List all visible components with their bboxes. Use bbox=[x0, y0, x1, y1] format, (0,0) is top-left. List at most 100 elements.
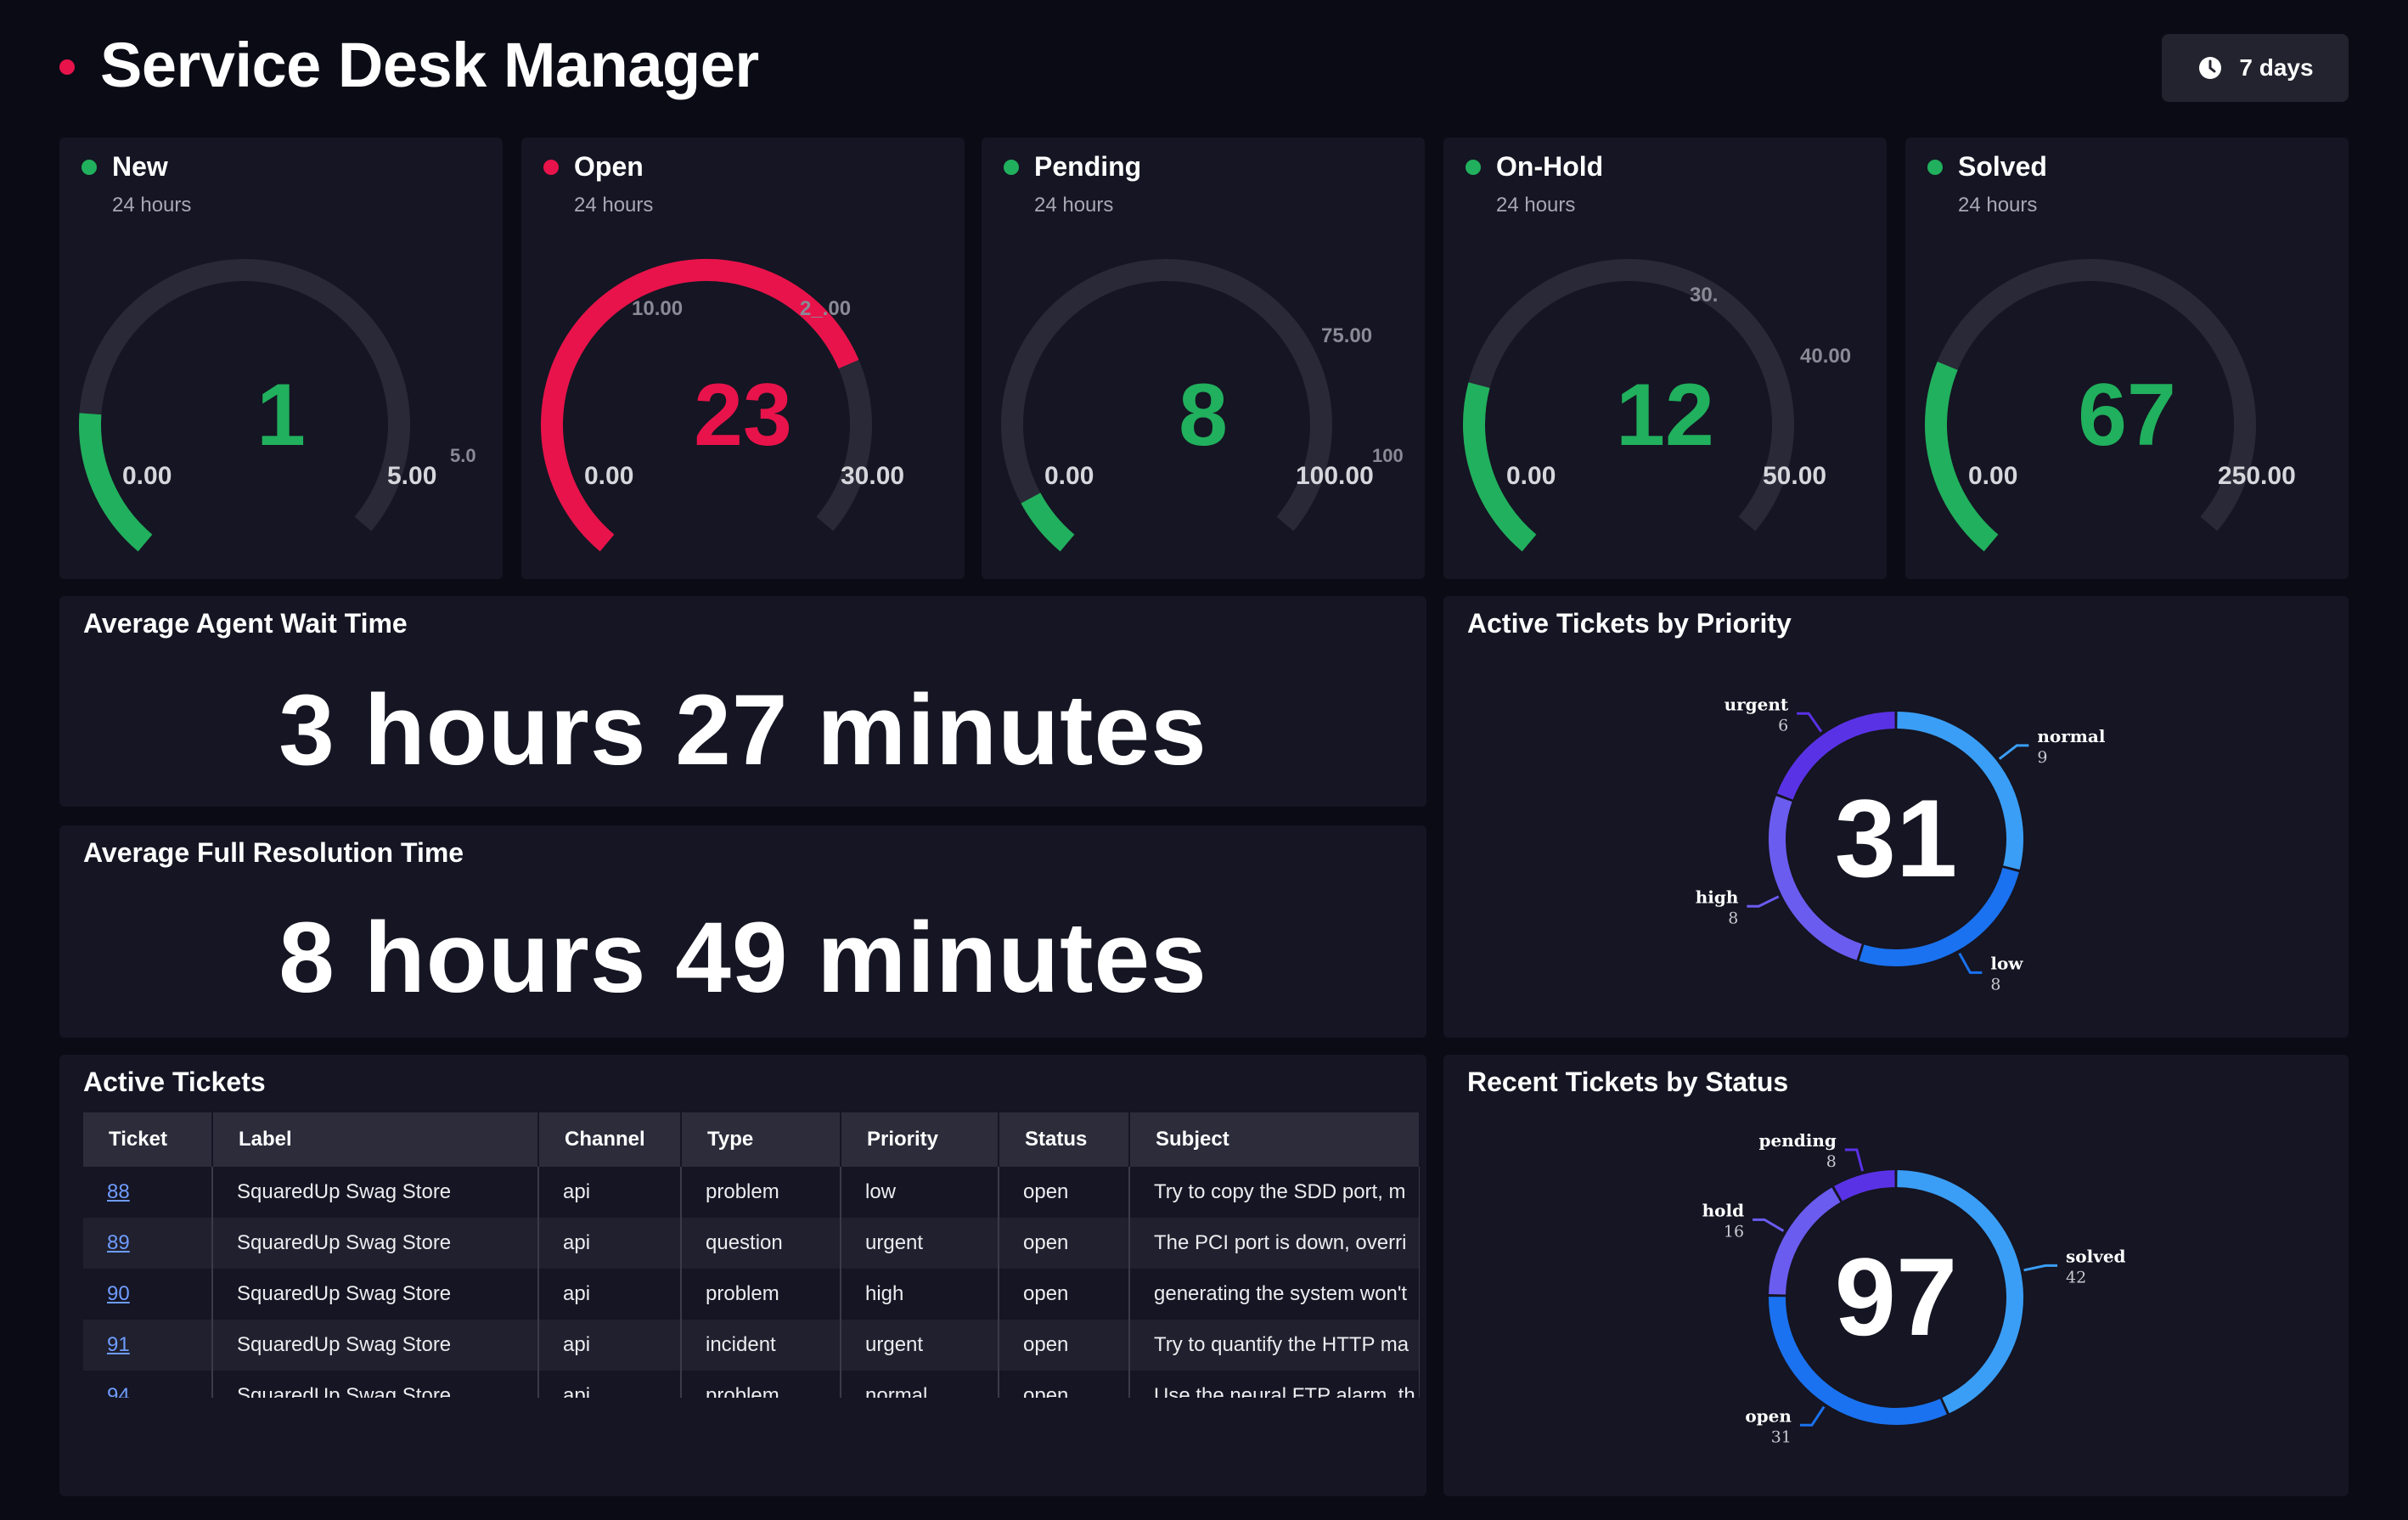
gauge-min-label: 0.00 bbox=[584, 462, 634, 490]
column-header[interactable]: Priority bbox=[841, 1112, 999, 1167]
table-cell: generating the system won't bbox=[1129, 1269, 1420, 1320]
resolution-time-panel[interactable]: Average Full Resolution Time 8 hours 49 … bbox=[59, 825, 1426, 1038]
table-row[interactable]: 89 SquaredUp Swag Store api question urg… bbox=[83, 1218, 1420, 1269]
gauge-fill bbox=[541, 259, 859, 552]
column-header[interactable]: Label bbox=[212, 1112, 539, 1167]
gauge-value: 8 bbox=[1179, 366, 1228, 464]
status-dot bbox=[543, 160, 559, 175]
gauge-fill bbox=[79, 413, 153, 552]
gauge-min-label: 0.00 bbox=[122, 462, 172, 490]
table-cell: problem bbox=[681, 1167, 841, 1218]
active-tickets-panel[interactable]: Active Tickets Ticket Label Channel Type… bbox=[59, 1055, 1426, 1496]
ticket-link[interactable]: 88 bbox=[107, 1180, 130, 1203]
ticket-link[interactable]: 94 bbox=[107, 1384, 130, 1398]
gauge-chart bbox=[79, 259, 410, 552]
gauge-min-label: 0.00 bbox=[1968, 462, 2018, 490]
column-header[interactable]: Channel bbox=[538, 1112, 682, 1167]
wait-time-panel[interactable]: Average Agent Wait Time 3 hours 27 minut… bbox=[59, 596, 1426, 807]
status-donut-panel[interactable]: Recent Tickets by Status solved 42 open 31 h… bbox=[1443, 1055, 2349, 1496]
gauge-panel-on-hold[interactable]: On-Hold 24 hours 30. 40.00 12 0.00 50.00 bbox=[1443, 138, 1887, 579]
gauge-title: New bbox=[112, 151, 168, 182]
gauge-chart bbox=[1463, 259, 1794, 552]
donut-label: high bbox=[1696, 887, 1739, 907]
gauge-tick-label: 30. bbox=[1690, 284, 1719, 307]
donut-count: 8 bbox=[1728, 909, 1738, 927]
time-range-label: 7 days bbox=[2239, 54, 2314, 81]
panel-title: Active Tickets bbox=[83, 1067, 266, 1097]
donut-label: open bbox=[1745, 1405, 1792, 1426]
table-cell: api bbox=[538, 1167, 682, 1218]
gauge-panel-pending[interactable]: Pending 24 hours 75.00 100 8 0.00 100.00 bbox=[982, 138, 1425, 579]
resolution-time-value: 8 hours 49 minutes bbox=[278, 902, 1207, 1014]
gauge-value: 1 bbox=[256, 366, 306, 464]
ticket-link[interactable]: 90 bbox=[107, 1282, 130, 1305]
gauge-chart bbox=[1001, 259, 1332, 552]
gauge-max-label: 100.00 bbox=[1296, 462, 1374, 490]
donut-label: normal bbox=[2037, 726, 2106, 746]
gauge-title: Pending bbox=[1034, 151, 1142, 182]
donut-center bbox=[1787, 730, 2005, 948]
table-cell: Try to quantify the HTTP ma bbox=[1129, 1320, 1420, 1371]
table-cell: problem bbox=[681, 1269, 841, 1320]
gauge-panel-solved[interactable]: Solved 24 hours 67 0.00 250.00 bbox=[1905, 138, 2349, 579]
tickets-table-container[interactable]: Ticket Label Channel Type Priority Statu… bbox=[83, 1112, 1420, 1398]
gauge-tick-label: 40.00 bbox=[1800, 345, 1852, 368]
clock-icon bbox=[2199, 57, 2222, 79]
column-header[interactable]: Status bbox=[999, 1112, 1130, 1167]
gauge-tick-label: 10.00 bbox=[632, 297, 684, 320]
table-row[interactable]: 88 SquaredUp Swag Store api problem low … bbox=[83, 1167, 1420, 1218]
gauge-panel-open[interactable]: Open 24 hours 10.00 2_.00 23 0.00 30.00 bbox=[521, 138, 965, 579]
donut-leader-line bbox=[1998, 744, 2029, 760]
ticket-link[interactable]: 89 bbox=[107, 1231, 130, 1254]
donut-segment-solved bbox=[1897, 1170, 2023, 1414]
donut-total: 31 bbox=[1835, 776, 1958, 900]
donut-segment-low bbox=[1859, 867, 2019, 966]
table-cell: api bbox=[538, 1320, 682, 1371]
table-row[interactable]: 94 SquaredUp Swag Store api problem norm… bbox=[83, 1371, 1420, 1398]
column-header[interactable]: Ticket bbox=[83, 1112, 213, 1167]
wait-time-value: 3 hours 27 minutes bbox=[278, 674, 1207, 786]
table-cell: open bbox=[999, 1371, 1130, 1398]
priority-donut-chart: normal 9 low 8 high 8 urgent 6 31 bbox=[1696, 694, 2106, 994]
gauge-max-label: 30.00 bbox=[841, 462, 905, 490]
time-range-button[interactable]: 7 days bbox=[2162, 34, 2349, 102]
table-cell: incident bbox=[681, 1320, 841, 1371]
donut-count: 31 bbox=[1771, 1427, 1792, 1446]
status-dot bbox=[82, 160, 97, 175]
gauge-subtitle: 24 hours bbox=[1034, 194, 1114, 217]
donut-label: hold bbox=[1702, 1200, 1744, 1220]
column-header[interactable]: Subject bbox=[1129, 1112, 1420, 1167]
table-cell: high bbox=[841, 1269, 999, 1320]
status-dot bbox=[59, 59, 75, 75]
gauge-title: Solved bbox=[1958, 151, 2047, 182]
gauge-min-label: 0.00 bbox=[1044, 462, 1094, 490]
donut-leader-line bbox=[1747, 895, 1780, 908]
gauge-tick-label: 5.0 bbox=[450, 445, 476, 466]
donut-segment-hold bbox=[1769, 1187, 1841, 1295]
donut-leader-line bbox=[2023, 1264, 2058, 1272]
ticket-link[interactable]: 91 bbox=[107, 1333, 130, 1356]
gauge-subtitle: 24 hours bbox=[1958, 194, 2038, 217]
donut-total: 97 bbox=[1835, 1235, 1958, 1359]
gauge-value: 23 bbox=[694, 366, 792, 464]
table-cell: Try to copy the SDD port, m bbox=[1129, 1167, 1420, 1218]
gauge-chart bbox=[1925, 259, 2256, 552]
donut-leader-line bbox=[1753, 1218, 1785, 1232]
priority-donut-panel[interactable]: Active Tickets by Priority normal 9 low 8 hi… bbox=[1443, 596, 2349, 1038]
table-cell: open bbox=[999, 1269, 1130, 1320]
donut-segment-pending bbox=[1834, 1170, 1895, 1202]
table-cell: urgent bbox=[841, 1218, 999, 1269]
table-row[interactable]: 91 SquaredUp Swag Store api incident urg… bbox=[83, 1320, 1420, 1371]
gauge-title: Open bbox=[574, 151, 644, 182]
donut-label: urgent bbox=[1724, 694, 1789, 714]
table-row[interactable]: 90 SquaredUp Swag Store api problem high… bbox=[83, 1269, 1420, 1320]
page-title: Service Desk Manager bbox=[100, 30, 759, 100]
table-cell: Use the neural FTP alarm, th bbox=[1129, 1371, 1420, 1398]
table-cell: problem bbox=[681, 1371, 841, 1398]
column-header[interactable]: Type bbox=[681, 1112, 841, 1167]
gauge-panel-new[interactable]: New 24 hours 5.0 1 0.00 5.00 bbox=[59, 138, 503, 579]
table-cell: SquaredUp Swag Store bbox=[212, 1371, 539, 1398]
donut-segment-normal bbox=[1897, 712, 2023, 870]
gauge-fill bbox=[1021, 493, 1075, 552]
